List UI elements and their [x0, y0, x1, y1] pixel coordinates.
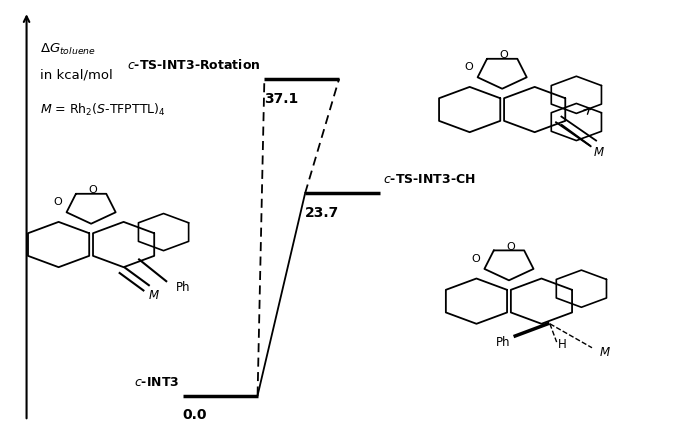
Text: O: O	[53, 197, 62, 207]
Text: O: O	[464, 62, 473, 72]
Text: $\it{c}$-TS-INT3-Rotation: $\it{c}$-TS-INT3-Rotation	[127, 58, 261, 72]
Text: $\Delta G_{\mathregular{toluene}}$: $\Delta G_{\mathregular{toluene}}$	[40, 42, 96, 57]
Text: Ph: Ph	[176, 281, 190, 294]
Text: O: O	[499, 50, 508, 60]
Text: $\it{M}$: $\it{M}$	[148, 289, 160, 302]
Text: Ph: Ph	[496, 336, 510, 348]
Text: H: H	[558, 338, 566, 351]
Text: $\it{M}$: $\it{M}$	[593, 146, 605, 159]
Text: 0.0: 0.0	[183, 408, 208, 422]
Text: in kcal/mol: in kcal/mol	[40, 69, 113, 82]
Text: $\it{M}$ = Rh$_2$($\it{S}$-TFPTTL)$_4$: $\it{M}$ = Rh$_2$($\it{S}$-TFPTTL)$_4$	[40, 101, 166, 118]
Text: 23.7: 23.7	[305, 206, 339, 220]
Text: $\it{M}$: $\it{M}$	[599, 346, 610, 359]
Text: O: O	[88, 185, 97, 195]
Text: $\it{c}$-INT3: $\it{c}$-INT3	[134, 376, 179, 389]
Text: 37.1: 37.1	[264, 92, 299, 105]
Text: O: O	[506, 242, 514, 252]
Text: O: O	[471, 254, 480, 264]
Text: $\it{c}$-TS-INT3-CH: $\it{c}$-TS-INT3-CH	[384, 173, 476, 187]
